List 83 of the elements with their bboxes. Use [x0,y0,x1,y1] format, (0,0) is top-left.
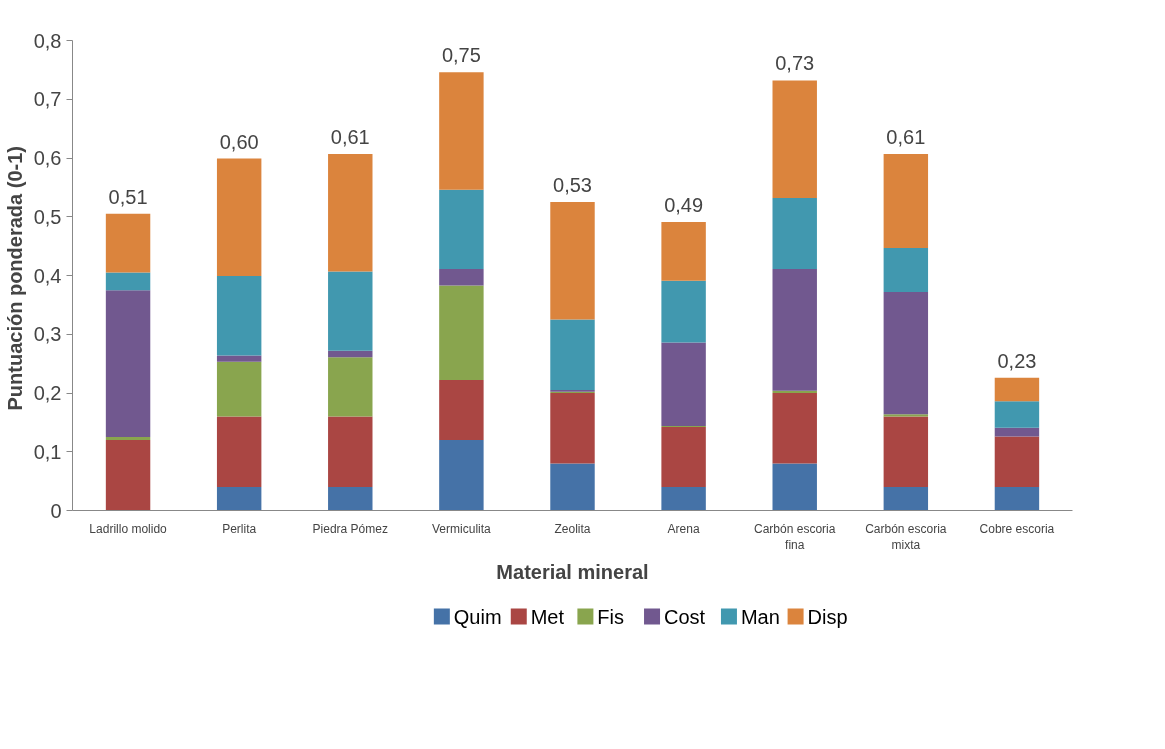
total-label: 0,51 [108,185,148,208]
x-tick-label: Cobre escoria [979,521,1055,536]
legend-label: Met [530,605,565,628]
legend-label: Disp [807,605,848,628]
bar [550,319,595,391]
bar [439,72,484,190]
y-tick-label: 0,3 [33,323,62,346]
bar [883,247,929,292]
total-label: 0,60 [219,130,259,153]
bar [105,437,151,440]
bar [994,436,1040,487]
total-label: 0,23 [997,349,1037,372]
y-tick-label: 0,2 [33,382,62,404]
bar [661,342,706,426]
x-axis-title: Material mineral [496,561,649,584]
x-tick-label: Piedra Pómez [312,521,388,536]
total-label: 0,53 [553,174,592,197]
bar [883,414,929,417]
bar [439,285,484,381]
bar [439,380,484,440]
bar [661,427,706,487]
bar [216,416,262,487]
y-tick-label: 0,1 [33,440,62,463]
x-tick-label: Carbón escoria fina [754,521,836,553]
y-axis-title: Puntuación ponderada (0-1) [3,146,26,411]
total-label: 0,73 [775,52,815,75]
bar [661,487,706,511]
bar [105,272,151,291]
y-tick-label: 0,7 [33,88,62,111]
bar [994,487,1040,511]
bar [328,350,373,358]
bar [328,487,373,511]
bar [550,393,595,464]
y-tick-label: 0,5 [33,205,62,228]
bar [550,463,595,511]
bar [216,361,262,417]
bar [216,158,262,277]
bar [883,487,929,511]
bar [439,189,484,270]
bar [439,269,484,286]
legend-label: Cost [663,605,706,628]
x-tick-label: Carbón escoria mixta [865,521,947,553]
bar [883,291,929,415]
total-label: 0,61 [886,125,926,148]
bar [772,269,817,391]
bar [328,416,373,487]
bar [661,222,706,281]
bar [994,401,1040,428]
bar [439,440,484,511]
total-label: 0,49 [664,194,704,217]
bar [550,202,595,320]
bar [105,440,151,511]
bar [328,357,373,417]
y-tick-label: 0 [50,499,62,522]
bar [105,213,151,273]
x-tick-label: Perlita [222,521,257,536]
total-label: 0,75 [441,44,481,67]
bar [772,197,817,270]
bar [328,271,373,351]
y-tick-label: 0,8 [33,29,62,52]
bar [772,463,817,511]
total-label: 0,61 [330,125,370,148]
bar [772,80,817,198]
legend-label: Fis [597,605,624,628]
y-tick-label: 0,4 [33,264,62,287]
x-tick-label: Arena [667,521,700,536]
x-tick-label: Vermiculita [432,521,492,536]
bar [994,377,1040,402]
bar [216,487,262,511]
bar [216,276,262,356]
bar [883,153,929,248]
legend-label: Man [740,605,780,628]
x-tick-label: Ladrillo molido [89,521,168,536]
bar [328,153,373,272]
x-tick-label: Zeolita [554,521,591,536]
bar [105,290,151,438]
legend-label: Quim [453,605,502,628]
y-tick-label: 0,6 [33,147,62,169]
bar [661,280,706,343]
bar [883,416,929,487]
bar [216,355,262,362]
bar [994,427,1040,437]
bar [772,393,817,464]
